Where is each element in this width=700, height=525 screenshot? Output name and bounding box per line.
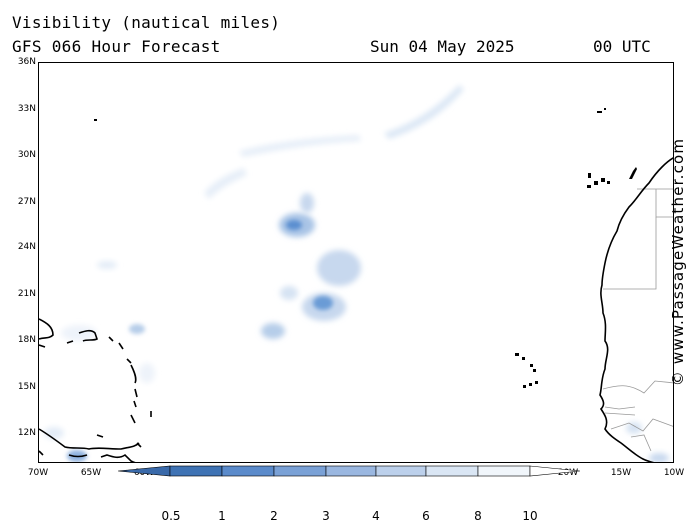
legend-swatch (169, 465, 223, 477)
lon-label: 70W (27, 468, 49, 478)
country-borders (602, 188, 673, 452)
visibility-legend (117, 465, 581, 477)
legend-label: 8 (474, 509, 482, 523)
visibility-band-north (204, 168, 247, 199)
legend-label: 2 (270, 509, 278, 523)
visibility-patch (317, 250, 361, 286)
legend-swatch (273, 465, 327, 477)
map-title: Visibility (nautical miles) (12, 13, 281, 32)
lat-label: 18N (17, 335, 36, 345)
legend-swatch (117, 465, 171, 477)
visibility-patch (300, 193, 314, 213)
lat-label: 33N (17, 104, 36, 114)
legend-label: 10 (522, 509, 538, 523)
lat-label: 21N (17, 289, 36, 299)
forecast-time: 00 UTC (593, 37, 651, 56)
lon-label: 65W (80, 468, 102, 478)
bermuda-island (94, 119, 97, 121)
legend-label: 4 (372, 509, 380, 523)
visibility-map[interactable] (38, 62, 674, 463)
canary-islands (587, 167, 637, 188)
legend-swatch (325, 465, 377, 477)
lon-label: 20W (557, 468, 579, 478)
legend-label: 6 (422, 509, 430, 523)
visibility-patch (626, 422, 642, 434)
caribbean-islands (39, 318, 152, 462)
visibility-patch (280, 286, 298, 300)
visibility-patch (97, 261, 117, 269)
visibility-patch (261, 323, 285, 339)
visibility-patch (129, 324, 145, 334)
forecast-date: Sun 04 May 2025 (370, 37, 515, 56)
legend-label: 3 (322, 509, 330, 523)
lat-label: 30N (17, 150, 36, 160)
lon-label: 10W (663, 468, 685, 478)
visibility-band-north (384, 85, 464, 139)
lat-label: 12N (17, 428, 36, 438)
legend-swatch (375, 465, 427, 477)
visibility-patch (649, 453, 669, 462)
visibility-band-north (239, 135, 361, 157)
watermark-text: © www.PassageWeather.com (669, 137, 687, 387)
madeira-islands (597, 108, 606, 113)
forecast-model-line: GFS 066 Hour Forecast (12, 37, 221, 56)
legend-swatch (425, 465, 479, 477)
visibility-patch (286, 220, 302, 230)
lat-label: 24N (17, 242, 36, 252)
lat-label: 15N (17, 382, 36, 392)
visibility-patch (139, 363, 155, 383)
visibility-patch (44, 427, 64, 439)
lon-label: 15W (610, 468, 632, 478)
legend-swatch (529, 465, 581, 477)
legend-swatch (221, 465, 275, 477)
legend-label: 0.5 (161, 509, 181, 523)
cape-verde-islands (515, 353, 538, 388)
visibility-areas (44, 85, 669, 462)
visibility-patch (313, 296, 333, 310)
africa-coastline (599, 157, 673, 462)
lat-label: 27N (17, 197, 36, 207)
lat-label: 36N (17, 57, 36, 67)
legend-label: 1 (218, 509, 226, 523)
legend-swatch (477, 465, 531, 477)
